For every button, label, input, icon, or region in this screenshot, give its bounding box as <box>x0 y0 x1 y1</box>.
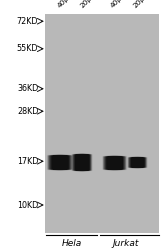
Text: 40μg: 40μg <box>110 0 127 9</box>
Text: 10KD: 10KD <box>17 200 38 209</box>
Text: 36KD: 36KD <box>17 84 38 93</box>
Text: 55KD: 55KD <box>17 44 38 53</box>
Text: 72KD: 72KD <box>17 17 38 26</box>
Text: 40μg: 40μg <box>56 0 73 9</box>
Text: Hela: Hela <box>62 239 82 248</box>
Text: Jurkat: Jurkat <box>112 239 139 248</box>
Text: 17KD: 17KD <box>17 157 38 166</box>
Text: 20μg: 20μg <box>133 0 150 9</box>
Text: 20μg: 20μg <box>79 0 96 9</box>
Text: 28KD: 28KD <box>17 107 38 116</box>
Bar <box>45 14 159 232</box>
